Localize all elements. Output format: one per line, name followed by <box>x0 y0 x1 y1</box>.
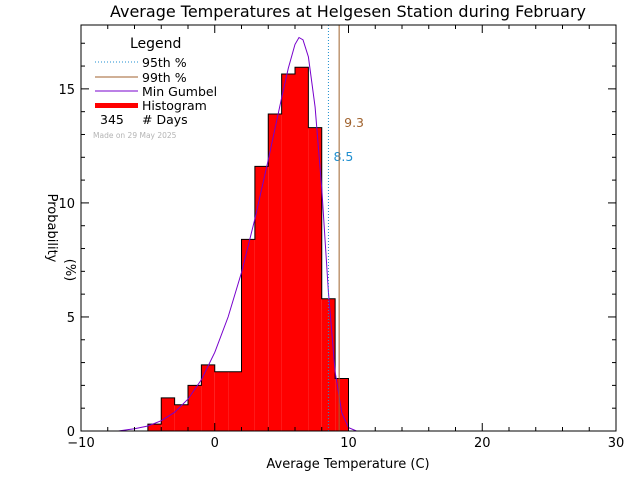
y-tick-label: 5 <box>67 311 75 326</box>
legend-days-label: # Days <box>142 112 188 127</box>
histogram-bar <box>228 371 242 431</box>
y-axis-label: Probability <box>44 194 59 263</box>
histogram-bar <box>241 239 255 431</box>
histogram <box>147 66 349 432</box>
legend-days-count: 345 <box>100 112 124 127</box>
legend-title: Legend <box>130 36 181 52</box>
histogram-outline <box>147 66 349 431</box>
percentile-lines: 8.5 9.3 <box>327 25 364 431</box>
histogram-bar <box>254 166 269 432</box>
histogram-bar <box>174 404 188 431</box>
percentile-label: 9.3 <box>344 115 364 130</box>
legend-label-gumbel: Min Gumbel <box>142 84 217 99</box>
histogram-bar <box>147 424 162 431</box>
histogram-bar <box>214 371 229 431</box>
y-tick-label: 10 <box>58 197 75 212</box>
histogram-bar <box>308 127 322 432</box>
legend-swatch-histogram <box>95 103 138 108</box>
gumbel-curve <box>118 36 357 432</box>
legend-label-99th: 99th % <box>142 70 187 85</box>
y-tick-label: 15 <box>58 83 75 98</box>
x-tick-label: −10 <box>67 436 94 451</box>
histogram-bar <box>161 397 175 431</box>
histogram-bar <box>201 364 215 431</box>
gumbel-curve-group <box>118 36 357 432</box>
histogram-bar <box>295 67 309 432</box>
x-axis-label: Average Temperature (C) <box>266 457 429 472</box>
x-tick-label: 30 <box>608 436 625 451</box>
histogram-bar <box>188 385 202 431</box>
y-tick-label: 0 <box>67 425 75 440</box>
x-axis: −10 0 10 20 30 <box>67 25 624 451</box>
percentile-label: 8.5 <box>333 149 353 164</box>
x-tick-label: 0 <box>211 436 219 451</box>
histogram-bar <box>281 74 295 431</box>
y-axis-unit-label: (%) <box>62 259 77 282</box>
y-axis: 0 5 10 15 <box>58 42 616 440</box>
chart-title: Average Temperatures at Helgesen Station… <box>110 2 586 21</box>
made-on-note: Made on 29 May 2025 <box>93 131 177 140</box>
x-tick-label: 20 <box>474 436 491 451</box>
legend: Legend 95th % 99th % Min Gumbel Histogra… <box>93 36 217 140</box>
histogram-bar <box>268 113 282 432</box>
legend-label-histogram: Histogram <box>142 98 207 113</box>
x-tick-label: 10 <box>340 436 357 451</box>
legend-label-95th: 95th % <box>142 55 187 70</box>
